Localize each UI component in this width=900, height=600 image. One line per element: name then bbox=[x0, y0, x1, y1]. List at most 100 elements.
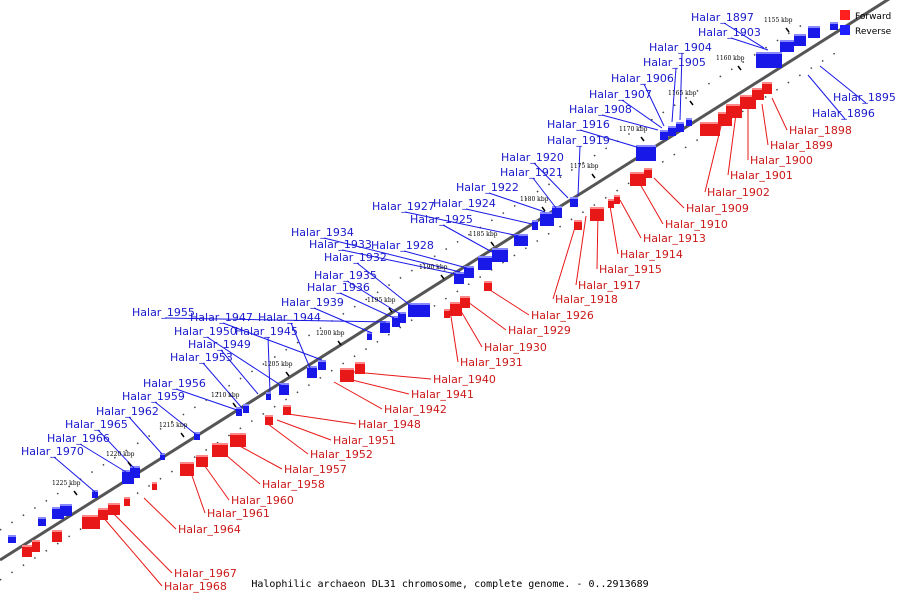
reverse-gene-block[interactable] bbox=[830, 22, 838, 30]
forward-gene-block[interactable] bbox=[98, 508, 108, 520]
forward-gene-label[interactable]: Halar_1909 bbox=[686, 202, 749, 215]
reverse-gene-block[interactable] bbox=[92, 490, 98, 498]
reverse-gene-block[interactable] bbox=[380, 321, 390, 333]
reverse-gene-label[interactable]: Halar_1962 bbox=[96, 405, 159, 418]
forward-gene-label[interactable]: Halar_1899 bbox=[770, 139, 833, 152]
forward-gene-label[interactable]: Halar_1913 bbox=[643, 232, 706, 245]
reverse-gene-block[interactable] bbox=[194, 432, 200, 440]
reverse-gene-block[interactable] bbox=[398, 312, 406, 323]
reverse-gene-block[interactable] bbox=[236, 407, 242, 416]
forward-gene-label[interactable]: Halar_1961 bbox=[207, 507, 270, 520]
forward-gene-label[interactable]: Halar_1929 bbox=[508, 324, 571, 337]
forward-gene-block[interactable] bbox=[644, 168, 652, 178]
forward-gene-block[interactable] bbox=[52, 530, 62, 542]
forward-gene-label[interactable]: Halar_1900 bbox=[750, 154, 813, 167]
reverse-gene-label[interactable]: Halar_1897 bbox=[691, 11, 754, 24]
reverse-gene-block[interactable] bbox=[60, 504, 72, 516]
reverse-gene-label[interactable]: Halar_1927 bbox=[372, 200, 435, 213]
reverse-gene-label[interactable]: Halar_1955 bbox=[132, 306, 195, 319]
reverse-gene-label[interactable]: Halar_1916 bbox=[547, 118, 610, 131]
forward-gene-label[interactable]: Halar_1948 bbox=[358, 418, 421, 431]
reverse-gene-label[interactable]: Halar_1924 bbox=[433, 197, 496, 210]
reverse-gene-label[interactable]: Halar_1956 bbox=[143, 377, 206, 390]
reverse-gene-label[interactable]: Halar_1935 bbox=[314, 269, 377, 282]
reverse-gene-block[interactable] bbox=[668, 126, 676, 136]
forward-gene-block[interactable] bbox=[283, 405, 291, 415]
forward-gene-block[interactable] bbox=[460, 296, 470, 308]
forward-gene-block[interactable] bbox=[124, 497, 130, 506]
reverse-gene-block[interactable] bbox=[408, 303, 430, 317]
reverse-gene-label[interactable]: Halar_1966 bbox=[47, 432, 110, 445]
reverse-gene-block[interactable] bbox=[392, 316, 400, 327]
forward-gene-block[interactable] bbox=[82, 515, 100, 529]
forward-gene-label[interactable]: Halar_1915 bbox=[599, 263, 662, 276]
reverse-gene-label[interactable]: Halar_1945 bbox=[235, 325, 298, 338]
forward-gene-label[interactable]: Halar_1941 bbox=[411, 388, 474, 401]
reverse-gene-label[interactable]: Halar_1939 bbox=[281, 296, 344, 309]
forward-gene-label[interactable]: Halar_1968 bbox=[164, 580, 227, 593]
forward-gene-block[interactable] bbox=[700, 122, 720, 136]
forward-gene-label[interactable]: Halar_1957 bbox=[284, 463, 347, 476]
forward-gene-label[interactable]: Halar_1952 bbox=[310, 448, 373, 461]
reverse-gene-label[interactable]: Halar_1903 bbox=[698, 26, 761, 39]
reverse-gene-label[interactable]: Halar_1907 bbox=[589, 88, 652, 101]
forward-gene-block[interactable] bbox=[108, 503, 120, 515]
forward-gene-block[interactable] bbox=[32, 540, 40, 552]
reverse-gene-label[interactable]: Halar_1934 bbox=[291, 226, 354, 239]
forward-gene-block[interactable] bbox=[196, 455, 208, 467]
reverse-gene-block[interactable] bbox=[540, 212, 554, 226]
reverse-gene-label[interactable]: Halar_1905 bbox=[643, 56, 706, 69]
reverse-gene-block[interactable] bbox=[532, 220, 538, 230]
reverse-gene-label[interactable]: Halar_1921 bbox=[500, 166, 563, 179]
reverse-gene-block[interactable] bbox=[492, 248, 508, 262]
reverse-gene-block[interactable] bbox=[367, 332, 372, 340]
reverse-gene-label[interactable]: Halar_1928 bbox=[371, 239, 434, 252]
forward-gene-label[interactable]: Halar_1964 bbox=[178, 523, 241, 536]
forward-gene-block[interactable] bbox=[265, 415, 273, 425]
reverse-gene-block[interactable] bbox=[279, 383, 289, 395]
forward-gene-block[interactable] bbox=[608, 199, 614, 208]
reverse-gene-label[interactable]: Halar_1950 bbox=[174, 325, 237, 338]
forward-gene-block[interactable] bbox=[762, 82, 772, 94]
forward-gene-block[interactable] bbox=[752, 88, 764, 100]
forward-gene-block[interactable] bbox=[484, 281, 492, 291]
forward-gene-label[interactable]: Halar_1930 bbox=[484, 341, 547, 354]
forward-gene-label[interactable]: Halar_1917 bbox=[578, 279, 641, 292]
reverse-gene-block[interactable] bbox=[514, 234, 528, 246]
reverse-gene-label[interactable]: Halar_1904 bbox=[649, 41, 712, 54]
reverse-gene-block[interactable] bbox=[660, 130, 668, 140]
forward-gene-label[interactable]: Halar_1940 bbox=[433, 373, 496, 386]
reverse-gene-block[interactable] bbox=[478, 256, 492, 270]
forward-gene-label[interactable]: Halar_1960 bbox=[231, 494, 294, 507]
reverse-gene-label[interactable]: Halar_1953 bbox=[170, 351, 233, 364]
reverse-gene-label[interactable]: Halar_1949 bbox=[188, 338, 251, 351]
reverse-gene-label[interactable]: Halar_1895 bbox=[833, 91, 896, 104]
forward-gene-block[interactable] bbox=[180, 462, 194, 476]
reverse-gene-label[interactable]: Halar_1922 bbox=[456, 181, 519, 194]
reverse-gene-block[interactable] bbox=[266, 392, 271, 400]
reverse-gene-label[interactable]: Halar_1947 bbox=[190, 311, 253, 324]
reverse-gene-block[interactable] bbox=[8, 535, 16, 543]
reverse-gene-block[interactable] bbox=[38, 517, 46, 526]
reverse-gene-block[interactable] bbox=[794, 34, 806, 46]
reverse-gene-block[interactable] bbox=[464, 266, 474, 278]
reverse-gene-block[interactable] bbox=[676, 122, 684, 132]
reverse-gene-label[interactable]: Halar_1944 bbox=[258, 311, 321, 324]
reverse-gene-block[interactable] bbox=[130, 466, 140, 478]
forward-gene-block[interactable] bbox=[574, 220, 582, 230]
reverse-gene-label[interactable]: Halar_1925 bbox=[410, 213, 473, 226]
reverse-gene-label[interactable]: Halar_1959 bbox=[122, 390, 185, 403]
reverse-gene-label[interactable]: Halar_1933 bbox=[309, 238, 372, 251]
forward-gene-label[interactable]: Halar_1918 bbox=[555, 293, 618, 306]
forward-gene-label[interactable]: Halar_1914 bbox=[620, 248, 683, 261]
reverse-gene-label[interactable]: Halar_1919 bbox=[547, 134, 610, 147]
forward-gene-block[interactable] bbox=[726, 104, 742, 118]
forward-gene-block[interactable] bbox=[152, 482, 157, 490]
forward-gene-label[interactable]: Halar_1898 bbox=[789, 124, 852, 137]
reverse-gene-block[interactable] bbox=[636, 145, 656, 161]
reverse-gene-block[interactable] bbox=[780, 40, 794, 52]
forward-gene-block[interactable] bbox=[355, 362, 365, 374]
reverse-gene-label[interactable]: Halar_1965 bbox=[65, 418, 128, 431]
forward-gene-block[interactable] bbox=[22, 545, 32, 557]
reverse-gene-block[interactable] bbox=[307, 366, 317, 378]
